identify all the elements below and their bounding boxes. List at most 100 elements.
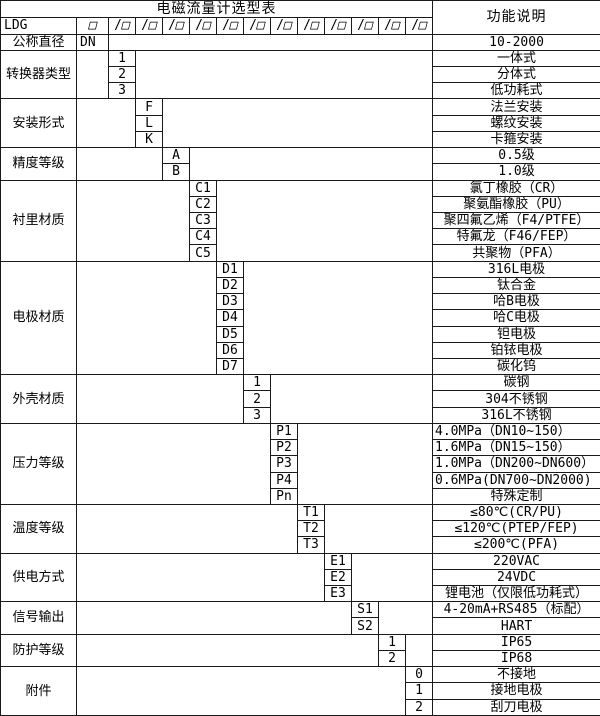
code-cell: A — [162, 147, 190, 165]
spacer-cell — [377, 601, 434, 635]
section-label: 附件 — [0, 666, 77, 716]
function-header: 功能说明 — [432, 0, 600, 35]
table-row: 信号输出 S1 4-20mA+RS485（标配） — [0, 601, 600, 635]
box-glyph: □ — [147, 18, 159, 34]
description-cell: ≤200℃(PFA) — [432, 536, 600, 554]
code-cell: C2 — [189, 195, 217, 214]
table-row: 转换器类型 1 一体式 — [0, 49, 600, 100]
table-row: C3 聚四氟乙烯（F4/PTFE） — [1, 211, 600, 230]
code-cell: 1 — [243, 374, 271, 392]
description-cell: 低功耗式 — [432, 82, 600, 100]
slash-glyph: / — [249, 18, 257, 34]
section-label: 信号输出 — [0, 601, 77, 635]
spacer-cell — [188, 147, 434, 181]
slot-box-cell: /□ — [189, 17, 217, 35]
slash-glyph: / — [303, 18, 311, 34]
table-row: T2 ≤120℃(PTEP/FEP) — [1, 520, 600, 538]
description-cell: 不接地 — [432, 666, 600, 684]
code-cell: 3 — [243, 406, 271, 424]
slash-glyph: / — [357, 18, 365, 34]
table-row: 衬里材质 C1 氯丁橡胶（CR） — [0, 179, 600, 262]
code-cell: 2 — [243, 390, 271, 408]
table-row: 附件 0 不接地 — [0, 666, 600, 716]
table-row: 2 刮刀电极 — [1, 698, 600, 716]
code-cell: 1 — [404, 682, 434, 700]
spacer-cell — [76, 601, 352, 635]
box-glyph: □ — [201, 18, 213, 34]
table-row: Pn 特殊定制 — [1, 487, 600, 505]
slot-box-cell: /□ — [351, 17, 379, 35]
box-glyph: □ — [120, 18, 132, 34]
code-cell: P1 — [270, 422, 298, 441]
slash-glyph: / — [276, 18, 284, 34]
code-cell: 2 — [404, 698, 434, 716]
slot-box-cell: /□ — [404, 17, 434, 35]
table-row: 安装形式 F 法兰安装 — [0, 98, 600, 149]
description-cell: 聚四氟乙烯（F4/PTFE） — [432, 211, 600, 230]
code-cell: 1 — [108, 49, 136, 68]
slot-box-cell: /□ — [324, 17, 352, 35]
code-cell: 2 — [378, 649, 406, 668]
slot-box-cell: /□ — [216, 17, 244, 35]
description-cell: 1.6MPa（DN15~150） — [432, 439, 600, 457]
table-row: S2 HART — [1, 617, 600, 635]
description-cell: 220VAC — [432, 552, 600, 570]
description-cell: 碳钢 — [432, 374, 600, 392]
description-cell: 螺纹安装 — [432, 114, 600, 132]
spacer-cell — [76, 49, 109, 100]
code-cell: C4 — [189, 228, 217, 246]
spacer-cell — [296, 422, 434, 505]
model-prefix-cell: LDG — [0, 17, 77, 35]
code-cell: T2 — [297, 520, 325, 538]
code-cell: F — [135, 98, 163, 116]
description-cell: 法兰安装 — [432, 98, 600, 116]
slash-glyph: / — [222, 18, 230, 34]
spacer-cell — [107, 33, 434, 51]
table-row: 2 304不锈钢 — [1, 390, 600, 408]
description-cell: 聚氨酯橡胶（PU） — [432, 195, 600, 214]
description-cell: 接地电极 — [432, 682, 600, 700]
description-cell: ≤80℃(CR/PU) — [432, 503, 600, 522]
box-glyph: □ — [282, 18, 294, 34]
box-glyph: □ — [174, 18, 186, 34]
description-cell: 0.5级 — [432, 147, 600, 165]
spacer-cell — [350, 552, 434, 603]
spacer-cell — [76, 179, 190, 262]
table-row: D4 哈C电极 — [1, 309, 600, 327]
table-row: 电极材质 D1 316L电极 — [0, 260, 600, 376]
description-cell: 钛合金 — [432, 276, 600, 295]
description-cell: 316L不锈钢 — [432, 406, 600, 424]
slash-glyph: / — [384, 18, 392, 34]
description-cell: 铂铱电极 — [432, 341, 600, 359]
table-row: T3 ≤200℃(PFA) — [1, 536, 600, 554]
code-cell: K — [135, 130, 163, 149]
section-label: 压力等级 — [0, 422, 77, 505]
description-cell: 10-2000 — [432, 33, 600, 51]
table-title: 电磁流量计选型表 — [0, 0, 434, 19]
spacer-cell — [76, 422, 271, 505]
section-label: 公称直径 — [0, 33, 77, 51]
spacer-cell — [134, 49, 434, 100]
code-cell: D5 — [216, 325, 244, 343]
table-row: E3 锂电池（仅限低功耗式） — [1, 585, 600, 603]
box-glyph: □ — [255, 18, 267, 34]
code-cell: B — [162, 163, 190, 181]
slot-box-cell: /□ — [108, 17, 136, 35]
slot-box-cell: /□ — [135, 17, 163, 35]
section-label: 温度等级 — [0, 503, 77, 554]
description-cell: 碳化钨 — [432, 357, 600, 376]
section-label: 供电方式 — [0, 552, 77, 603]
spacer-cell — [76, 260, 217, 376]
code-cell: T3 — [297, 536, 325, 554]
slash-glyph: / — [195, 18, 203, 34]
description-cell: 共聚物（PFA） — [432, 244, 600, 262]
description-cell: 0.6MPa(DN700~DN2000) — [432, 471, 600, 489]
section-label: 精度等级 — [0, 147, 77, 181]
code-cell: C5 — [189, 244, 217, 262]
box-glyph: □ — [336, 18, 348, 34]
slash-glyph: / — [330, 18, 338, 34]
code-cell: D3 — [216, 293, 244, 311]
slot-box-cell: /□ — [270, 17, 298, 35]
